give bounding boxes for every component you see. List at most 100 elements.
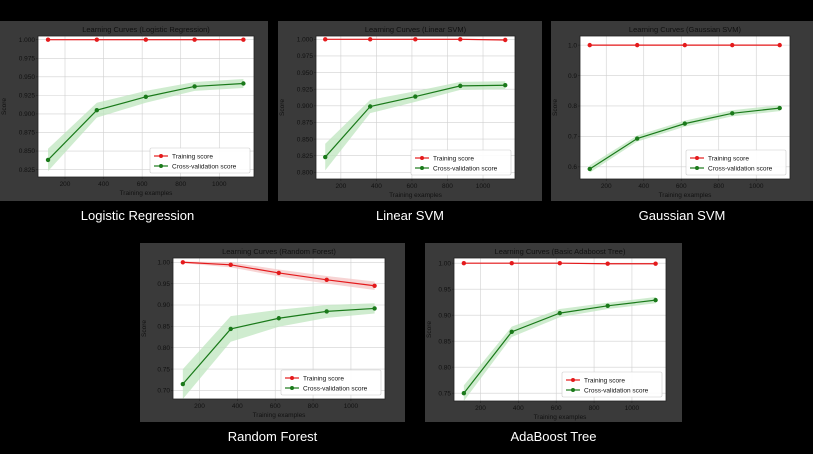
training-score-band	[182, 261, 375, 291]
cv-score-point	[413, 94, 418, 99]
cv-score-point	[180, 381, 186, 387]
y-tick-label: 0.8	[568, 103, 577, 110]
y-tick-label: 1.000	[19, 37, 36, 44]
axes-frame	[172, 257, 386, 400]
legend-training-label: Training score	[584, 377, 625, 384]
cv-score-point	[276, 316, 282, 321]
cv-score-point	[730, 111, 735, 116]
chart-title: Learning Curves (Logistic Regression)	[82, 25, 210, 34]
legend-cv-marker	[159, 164, 163, 168]
x-tick-label: 1000	[212, 181, 227, 188]
caption-random-forest: Random Forest	[227, 429, 318, 444]
y-axis-label: Score	[426, 321, 433, 338]
x-axis-label: Training examples	[389, 192, 443, 199]
chart-title: Learning Curves (Basic Adaboost Tree)	[495, 247, 626, 256]
y-tick-label: 0.75	[438, 390, 451, 397]
y-tick-label: 0.850	[19, 148, 36, 155]
y-tick-label: 0.85	[157, 324, 170, 331]
caption-linear-svm: Linear SVM	[376, 208, 444, 223]
legend-training-label: Training score	[433, 155, 474, 162]
training-score-point	[605, 261, 610, 266]
legend-cv-label: Cross-validation score	[303, 385, 368, 392]
y-tick-label: 0.95	[157, 281, 170, 288]
cv-score-point	[503, 83, 508, 88]
cv-score-point	[458, 83, 463, 89]
legend-box	[685, 149, 787, 176]
x-tick-label: 800	[713, 183, 724, 190]
caption-logistic-regression: Logistic Regression	[80, 208, 195, 223]
axes-frame	[579, 35, 791, 180]
legend-box	[280, 369, 382, 396]
y-tick-label: 1.000	[297, 37, 314, 44]
cv-score-point	[587, 166, 592, 172]
x-tick-label: 600	[407, 183, 418, 190]
legend-training-label: Training score	[172, 153, 213, 160]
training-score-point	[777, 42, 782, 48]
x-axis-label: Training examples	[253, 412, 307, 419]
cv-score-point	[777, 105, 782, 111]
learning-curve-chart-linear-svm: 200 400 600 800 1000 0.800 0.825 0.850 0.875 0.90…	[279, 25, 516, 199]
y-tick-label: 0.975	[297, 53, 314, 60]
legend-cv-marker	[290, 386, 294, 390]
y-tick-label: 0.825	[19, 167, 36, 174]
y-axis-label: Score	[279, 99, 286, 116]
training-score-point	[503, 37, 508, 43]
training-score-point	[324, 277, 329, 282]
x-tick-label: 800	[589, 405, 600, 412]
y-tick-label: 0.80	[438, 364, 451, 371]
legend-training-marker	[571, 378, 575, 382]
legend-cv-label: Cross-validation score	[708, 165, 773, 172]
legend-training-label: Training score	[303, 375, 344, 382]
y-tick-label: 1.00	[157, 259, 170, 266]
legend-box	[410, 149, 512, 176]
axes-frame	[315, 35, 516, 180]
x-tick-label: 600	[270, 403, 281, 410]
y-tick-label: 0.875	[19, 130, 36, 137]
cv-score-point	[143, 94, 149, 100]
legend-cv-label: Cross-validation score	[172, 163, 237, 170]
x-tick-label: 800	[442, 183, 453, 190]
y-tick-label: 1.00	[438, 260, 451, 267]
legend-cv-marker	[420, 166, 424, 170]
x-tick-label: 1000	[749, 183, 764, 190]
y-tick-label: 0.6	[568, 164, 577, 171]
training-score-point	[461, 261, 467, 266]
learning-curve-chart-logistic-regression: 200 400 600 800 1000 0.825 0.850 0.875 0.900 0.92…	[1, 25, 255, 197]
cv-score-point	[324, 309, 329, 314]
legend-box	[149, 147, 251, 174]
cv-score-band	[325, 81, 506, 171]
cv-score-point	[653, 297, 658, 303]
y-tick-label: 0.85	[438, 338, 451, 345]
training-score-point	[241, 37, 246, 42]
y-tick-label: 0.70	[157, 388, 170, 395]
legend-cv-label: Cross-validation score	[433, 165, 498, 172]
x-tick-label: 200	[60, 181, 71, 188]
cv-score-point	[557, 310, 563, 316]
y-tick-label: 0.925	[297, 86, 314, 93]
x-tick-label: 200	[335, 183, 346, 190]
legend-training-marker	[159, 154, 163, 158]
y-tick-label: 0.90	[438, 312, 451, 319]
legend-training-marker	[695, 156, 699, 160]
cv-score-band	[589, 105, 780, 173]
training-score-point	[587, 42, 592, 48]
y-tick-label: 0.75	[157, 366, 170, 373]
legend-training-marker	[420, 156, 424, 160]
x-tick-label: 400	[638, 183, 649, 190]
axes-frame	[37, 35, 255, 178]
training-score-point	[276, 270, 282, 276]
cv-score-point	[682, 121, 688, 126]
cv-score-point	[367, 104, 373, 109]
training-score-point	[653, 261, 658, 266]
x-tick-label: 600	[676, 183, 687, 190]
learning-curve-chart-adaboost-tree: 200 400 600 800 1000 0.75 0.80 0.85 0.90 0.95 1.00…	[426, 247, 667, 421]
y-tick-label: 0.925	[19, 93, 36, 100]
training-score-point	[367, 37, 373, 42]
x-tick-label: 1000	[625, 405, 640, 412]
cv-score-point	[509, 329, 514, 335]
y-tick-label: 0.950	[297, 70, 314, 77]
learning-curve-chart-gaussian-svm: 200 400 600 800 1000 0.6 0.7 0.8 0.9 1.0 Learning …	[552, 25, 791, 199]
y-tick-label: 0.900	[297, 103, 314, 110]
training-score-point	[682, 42, 688, 48]
